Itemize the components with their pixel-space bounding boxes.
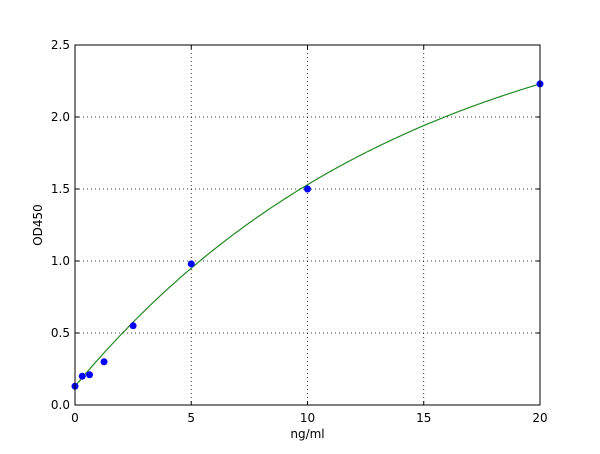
grid — [74, 44, 541, 406]
x-tick-label: 5 — [187, 411, 195, 425]
y-axis-label: OD450 — [31, 204, 45, 246]
y-tick-label: 0.0 — [51, 398, 70, 412]
data-point — [304, 185, 311, 193]
x-tick-label: 20 — [532, 411, 547, 425]
y-tick-label: 2.0 — [51, 110, 70, 124]
y-tick-label: 0.5 — [51, 326, 70, 340]
data-point — [78, 372, 86, 380]
data-points — [71, 80, 544, 390]
y-tick-label: 2.5 — [51, 38, 70, 52]
fit-curve — [74, 83, 541, 387]
y-tick-label: 1.5 — [51, 182, 70, 196]
x-tick-label: 0 — [71, 411, 79, 425]
data-point — [86, 371, 94, 379]
x-tick-label: 15 — [416, 411, 431, 425]
x-axis-label: ng/ml — [290, 427, 324, 441]
data-point — [100, 358, 108, 366]
y-tick-label: 1.0 — [51, 254, 70, 268]
data-point — [187, 260, 195, 268]
ticks: 0 5 10 15 20 0.0 0.5 1.0 1.5 2.0 2.5 — [51, 38, 548, 425]
data-point — [129, 322, 137, 330]
x-tick-label: 10 — [300, 411, 315, 425]
